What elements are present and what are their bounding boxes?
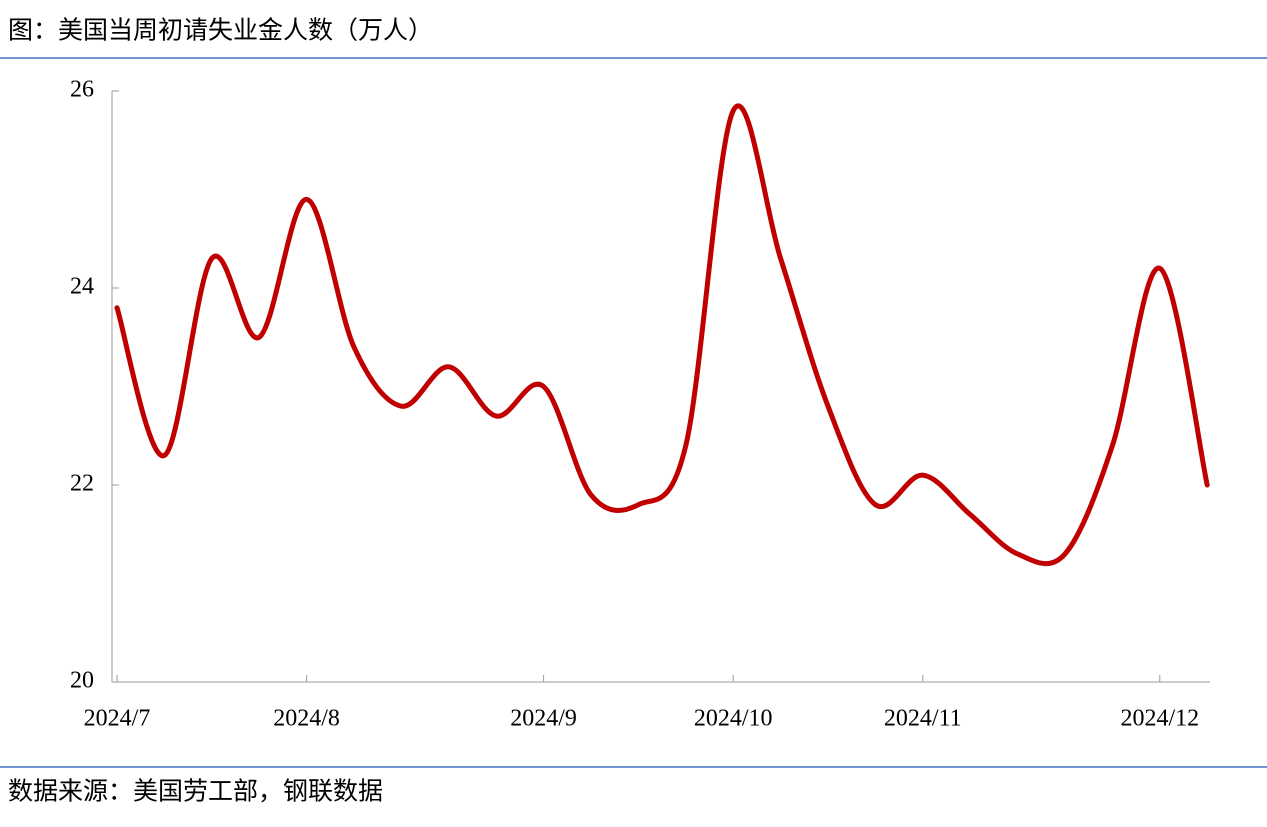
x-tick-label: 2024/12 (1120, 706, 1199, 732)
x-tick-label: 2024/10 (694, 706, 773, 732)
chart-title: 图：美国当周初请失业金人数（万人） (8, 16, 433, 45)
y-tick-label: 24 (70, 274, 94, 300)
x-tick-label: 2024/8 (273, 706, 340, 732)
x-tick-label: 2024/9 (510, 706, 577, 732)
source-note: 数据来源：美国劳工部，钢联数据 (8, 777, 383, 806)
series-line (114, 103, 1210, 567)
y-tick-label: 20 (70, 668, 94, 694)
y-tick-label: 22 (70, 471, 94, 497)
x-tick-label: 2024/11 (884, 706, 962, 732)
x-tick-label: 2024/7 (84, 706, 151, 732)
y-tick-label: 26 (70, 77, 94, 103)
